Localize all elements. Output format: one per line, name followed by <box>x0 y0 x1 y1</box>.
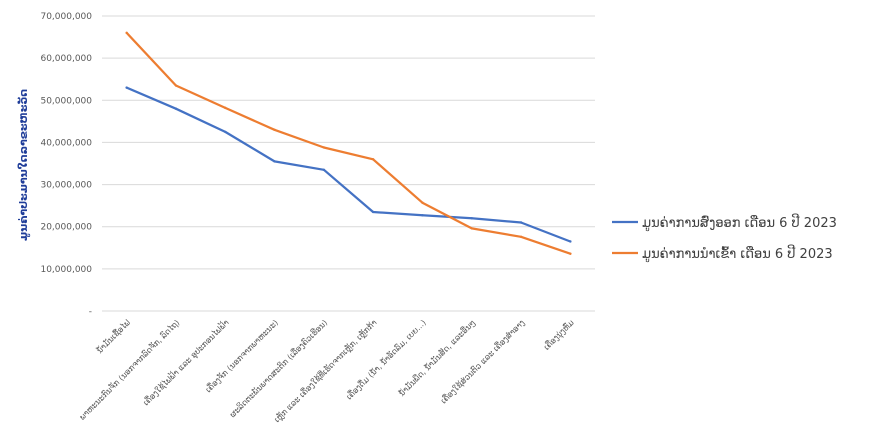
y-tick-label: 10,000,000 <box>40 265 92 275</box>
x-tick-label: ເຄື່ອງນຸ່ງຫົ່ມ <box>541 317 577 353</box>
x-tick-label: ເຄື່ອງໃຊ້ໄຟຟ້າ ແລະ ອຸປະກອນໄຟຟ້າ <box>140 317 232 409</box>
series-line-1 <box>125 86 572 243</box>
x-tick-label: ເຫຼັກ ແລະ ເຄື່ອງໃຊ້ທີ່ເຮັດຈາກເຫຼັກ, ເຫຼັ… <box>272 317 380 425</box>
gridlines <box>102 15 595 312</box>
x-tick-label: ພາຫະນະກົນຈັກ (ນອກຈາກລົດຈັກ, ລົດໄຖ) <box>76 317 181 422</box>
y-tick-label: - <box>89 307 92 317</box>
data-point <box>569 252 572 255</box>
y-tick-label: 70,000,000 <box>40 12 92 22</box>
y-axis-ticks: - 10,000,000 20,000,000 30,000,000 40,000,00… <box>40 12 92 317</box>
y-tick-label: 30,000,000 <box>40 181 92 191</box>
data-point <box>174 107 178 110</box>
x-tick-label: ຜະລິດຕະພັນພາດສະຕິກ (ເລື່ອງຄົວເຮືອນ) <box>227 317 329 419</box>
legend-label-1: ມູນຄ່າການສົ່ງອອກ ເດືອນ 6 ປີ 2023 <box>642 213 837 231</box>
y-tick-label: 60,000,000 <box>40 54 92 64</box>
data-point <box>421 201 424 204</box>
data-point <box>421 214 424 217</box>
data-point <box>569 240 572 243</box>
series-lines <box>125 31 572 255</box>
data-point <box>371 158 375 161</box>
data-point <box>519 221 523 224</box>
data-point <box>273 128 276 131</box>
y-tick-label: 20,000,000 <box>40 223 92 233</box>
x-tick-label: ເຄື່ອງດື່ມ (ນໍ້າ, ນໍ້າອັດລົມ, ເບຍ...) <box>344 317 428 401</box>
legend-label-2: ມູນຄ່າການນຳເຂົ້າ ເດືອນ 6 ປີ 2023 <box>642 244 833 262</box>
series-line-2 <box>125 31 572 255</box>
y-tick-label: 50,000,000 <box>40 96 92 106</box>
data-point <box>273 160 276 163</box>
data-point <box>322 146 326 149</box>
data-point <box>224 106 227 110</box>
data-point <box>371 210 375 214</box>
x-tick-label: ນໍ້າມັນພືດ, ນໍ້າມັນສັດ, ແລະອື່ນໆ <box>396 317 477 398</box>
data-point <box>322 168 326 172</box>
data-point <box>224 130 227 134</box>
x-tick-label: ນໍ້າມັນເຊື້ອໄຟ <box>94 316 134 356</box>
x-tick-label: ເຄື່ອງໃຊ້ສ່ວນຕົວ ແລະ ເຄື່ອງສຳອາງ <box>438 317 527 406</box>
data-point <box>174 84 178 87</box>
data-point <box>125 31 128 35</box>
y-tick-label: 40,000,000 <box>40 138 92 148</box>
data-point <box>125 86 128 89</box>
data-point <box>470 227 473 230</box>
legend: ມູນຄ່າການສົ່ງອອກ ເດືອນ 6 ປີ 2023 ມູນຄ່າກາ… <box>612 213 837 262</box>
data-point <box>470 217 473 220</box>
data-point <box>519 235 523 239</box>
y-axis-label: ມູນຄ່າປະມານໃດລາຂະຫະວັດ <box>17 89 31 241</box>
